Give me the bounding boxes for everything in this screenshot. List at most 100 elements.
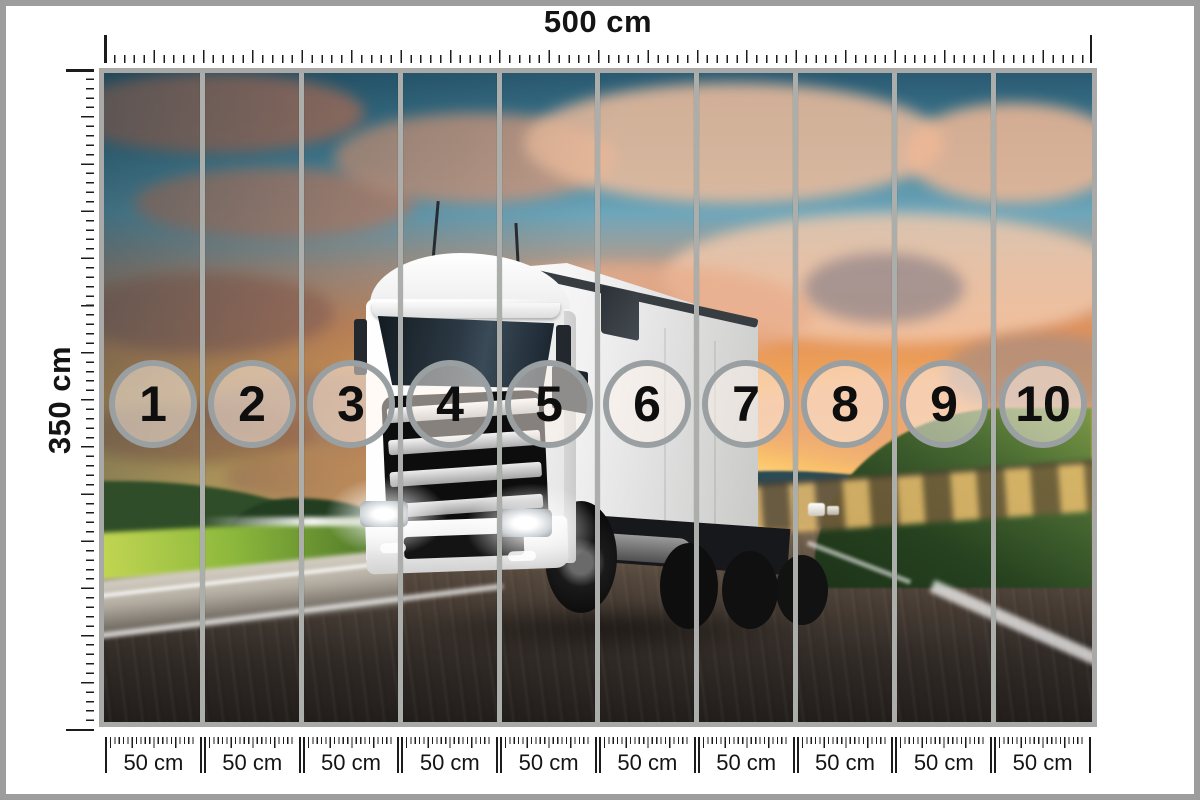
panel-number-badge: 1 (109, 360, 197, 448)
segment-ruler: 50 cm (894, 737, 993, 777)
panel-divider (595, 73, 600, 722)
panel-number-badge: 8 (801, 360, 889, 448)
panel-divider (299, 73, 304, 722)
segment-width-label: 50 cm (815, 750, 875, 775)
left-ruler-minor-ticks (86, 69, 94, 731)
panel-number: 8 (831, 376, 859, 432)
panel-divider (694, 73, 699, 722)
segment-minor-ticks (801, 737, 889, 744)
total-width-label: 500 cm (543, 4, 653, 39)
segment-left-line (302, 737, 305, 773)
segment-right-line (496, 737, 499, 773)
panel-divider (991, 73, 996, 722)
left-ruler (66, 69, 94, 731)
segment-right-line (792, 737, 795, 773)
segment-left-line (203, 737, 206, 773)
segment-minor-ticks (702, 737, 790, 744)
segment-right-line (397, 737, 400, 773)
segment-right-line (1088, 737, 1091, 773)
panel-number-badge: 3 (307, 360, 395, 448)
segment-width-label: 50 cm (913, 750, 974, 775)
panel-divider (793, 73, 798, 722)
segment-minor-ticks (406, 737, 494, 744)
segment-left-line (697, 737, 700, 773)
headlight (498, 509, 552, 537)
trailer-wheel (660, 543, 718, 629)
segment-ruler: 50 cm (104, 737, 203, 777)
segment-left-line (895, 737, 898, 773)
segment-ruler: 50 cm (697, 737, 796, 777)
panel-divider (398, 73, 403, 722)
panel-divider (497, 73, 502, 722)
segment-width-label: 50 cm (518, 750, 579, 775)
segment-ruler: 50 cm (993, 737, 1092, 777)
panel-number: 7 (732, 376, 760, 432)
segment-width-label: 50 cm (419, 750, 480, 775)
wallpaper-photo: 1 2 3 4 5 6 7 8 9 10 (104, 73, 1092, 722)
segment-width-label: 50 cm (321, 750, 381, 775)
segment-left-line (796, 737, 799, 773)
segment-minor-ticks (603, 737, 691, 744)
panel-number: 9 (930, 376, 958, 432)
segment-ruler: 50 cm (796, 737, 895, 777)
segment-minor-ticks (208, 737, 296, 744)
left-ruler-end-line (66, 728, 94, 731)
panel-number: 4 (436, 376, 464, 432)
panel-number: 3 (337, 376, 365, 432)
segment-width-label: 50 cm (123, 750, 184, 775)
distant-car (808, 503, 825, 516)
top-ruler-start-tick (104, 35, 107, 63)
panel-number-badge: 6 (603, 360, 691, 448)
bottom-ruler: 50 cm 50 cm 50 cm 50 cm 50 cm 50 cm 50 c… (104, 737, 1092, 777)
segment-ruler: 50 cm (203, 737, 302, 777)
panel-number: 2 (238, 376, 266, 432)
panel-number-badge: 9 (900, 360, 988, 448)
panel-number: 10 (1015, 376, 1071, 432)
segment-minor-ticks (900, 737, 988, 744)
left-ruler-start-line (66, 69, 94, 72)
panel-number-badge: 10 (999, 360, 1087, 448)
segment-right-line (693, 737, 696, 773)
panel-number: 6 (633, 376, 661, 432)
segment-ruler: 50 cm (598, 737, 697, 777)
segment-right-line (298, 737, 301, 773)
segment-left-line (105, 737, 107, 773)
segment-left-line (598, 737, 601, 773)
segment-width-label: 50 cm (716, 750, 777, 775)
trailer-corner-deflector (601, 284, 639, 342)
segment-minor-ticks (999, 737, 1086, 744)
panel-divider (892, 73, 897, 722)
sun-visor (372, 303, 560, 318)
segment-right-line (199, 737, 202, 773)
panel-number: 5 (535, 376, 563, 432)
segment-left-line (401, 737, 404, 773)
distant-car (827, 506, 839, 515)
segment-width-label: 50 cm (1012, 750, 1073, 775)
top-ruler-minor-ticks (104, 55, 1092, 63)
segment-ruler: 50 cm (302, 737, 401, 777)
panel-number-badge: 2 (208, 360, 296, 448)
segment-width-label: 50 cm (222, 750, 283, 775)
segment-minor-ticks (307, 737, 395, 744)
panel-number-badge: 5 (505, 360, 593, 448)
segment-minor-ticks (110, 737, 197, 744)
trailer-seam (714, 341, 716, 539)
segment-right-line (594, 737, 597, 773)
trailer-wheel (776, 555, 828, 625)
panel-number: 1 (139, 376, 167, 432)
segment-left-line (500, 737, 503, 773)
segment-left-line (994, 737, 997, 773)
panel-divider (200, 73, 205, 722)
segment-right-line (891, 737, 894, 773)
trailer-wheel (722, 551, 778, 629)
top-ruler (104, 35, 1092, 63)
segment-minor-ticks (505, 737, 592, 744)
panel-number-badge: 7 (702, 360, 790, 448)
segment-ruler: 50 cm (400, 737, 499, 777)
segment-width-label: 50 cm (617, 750, 678, 775)
segment-right-line (990, 737, 993, 773)
panel-number-badge: 4 (406, 360, 494, 448)
segment-ruler: 50 cm (499, 737, 598, 777)
top-ruler-end-tick (1089, 35, 1092, 63)
